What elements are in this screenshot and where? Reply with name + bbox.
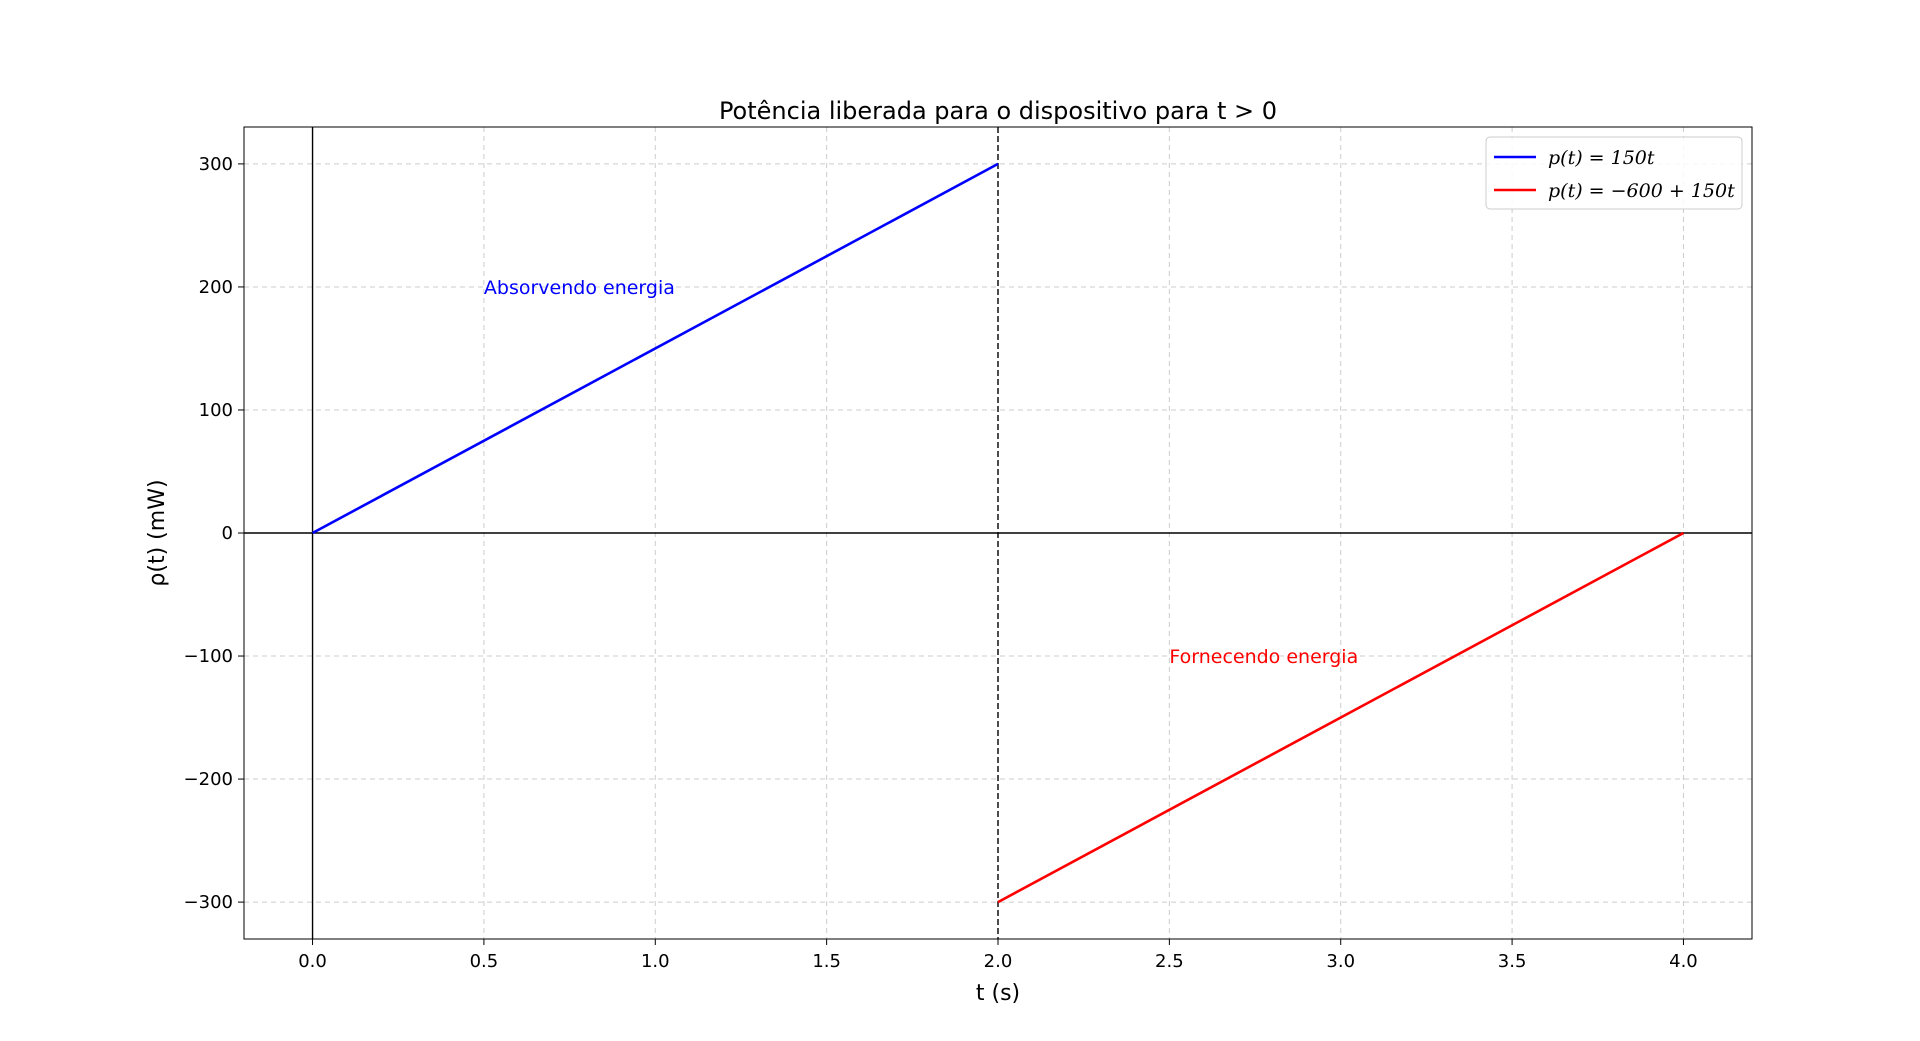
series-line-1 [311,162,999,535]
x-axis-label: t (s) [976,981,1020,1006]
x-tick-label: 2.5 [1155,951,1184,972]
x-tick-label: 3.0 [1326,951,1355,972]
y-tick-label: 0 [222,523,233,544]
x-tick-label: 2.0 [984,951,1013,972]
y-tick-label: 300 [199,154,233,175]
legend-box [1485,136,1743,210]
legend-label-2: p(t) = −600 + 150t [1548,180,1735,202]
y-tick-label: 100 [199,400,233,421]
legend: p(t) = 150t p(t) = −600 + 150t [1485,136,1743,210]
y-tick-label: −100 [184,646,233,667]
y-tick-label: −200 [184,769,233,790]
annotation-1: Absorvendo energia [484,277,675,299]
series [311,162,1685,904]
x-tick-label: 1.5 [812,951,841,972]
y-tick-label: −300 [184,892,233,913]
annotations: Absorvendo energia Fornecendo energia [484,277,1358,668]
x-tick-label: 0.5 [470,951,499,972]
x-tick-label: 0.0 [298,951,327,972]
x-tick-label: 3.5 [1498,951,1527,972]
annotation-2: Fornecendo energia [1169,646,1358,668]
chart-title: Potência liberada para o dispositivo par… [719,97,1277,125]
ticks: 0.0 0.5 1.0 1.5 2.0 2.5 3.0 3.5 4.0 300 200 100 0 −10… [184,154,1698,972]
legend-label-1: p(t) = 150t [1548,147,1655,169]
y-tick-label: 200 [199,277,233,298]
x-tick-label: 1.0 [641,951,670,972]
x-tick-label: 4.0 [1669,951,1698,972]
y-axis-label: ρ(t) (mW) [145,479,170,586]
series-line-2 [997,531,1685,904]
